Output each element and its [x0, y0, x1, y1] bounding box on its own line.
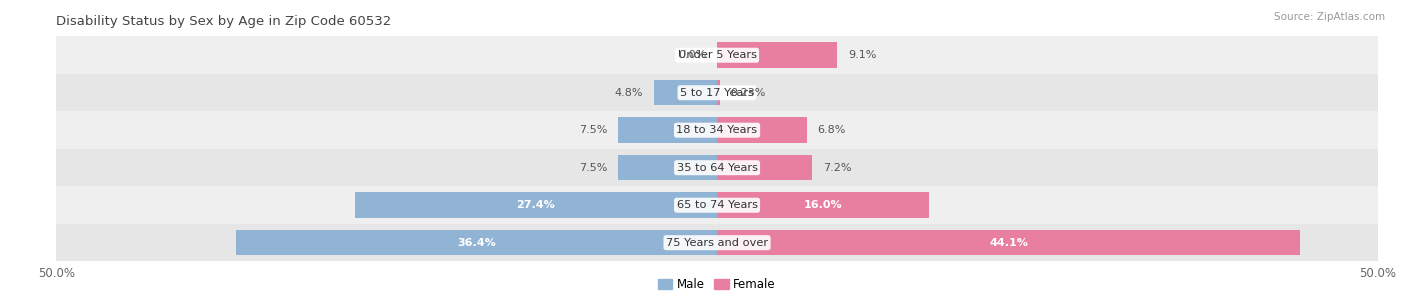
Legend: Male, Female: Male, Female	[654, 274, 780, 296]
Bar	[56, 74, 1378, 112]
Text: 18 to 34 Years: 18 to 34 Years	[676, 125, 758, 135]
Text: 44.1%: 44.1%	[988, 238, 1028, 248]
Text: 0.0%: 0.0%	[678, 50, 706, 60]
Bar	[654, 80, 717, 105]
Text: 65 to 74 Years: 65 to 74 Years	[676, 200, 758, 210]
Text: 7.5%: 7.5%	[579, 125, 607, 135]
Text: 35 to 64 Years: 35 to 64 Years	[676, 163, 758, 173]
Bar	[717, 43, 838, 68]
Bar	[56, 36, 1378, 74]
Bar	[354, 192, 717, 218]
Text: 6.8%: 6.8%	[817, 125, 846, 135]
Text: 0.23%: 0.23%	[731, 88, 766, 98]
Text: 5 to 17 Years: 5 to 17 Years	[681, 88, 754, 98]
Text: 27.4%: 27.4%	[516, 200, 555, 210]
Bar	[56, 149, 1378, 186]
Text: Source: ZipAtlas.com: Source: ZipAtlas.com	[1274, 12, 1385, 22]
Text: 9.1%: 9.1%	[848, 50, 876, 60]
Bar	[617, 155, 717, 181]
Bar	[236, 230, 717, 255]
Text: 7.2%: 7.2%	[823, 163, 851, 173]
Bar	[717, 117, 807, 143]
Bar	[56, 224, 1378, 261]
Bar	[56, 186, 1378, 224]
Bar	[717, 155, 813, 181]
Bar	[717, 192, 928, 218]
Text: 75 Years and over: 75 Years and over	[666, 238, 768, 248]
Bar	[717, 80, 720, 105]
Text: Under 5 Years: Under 5 Years	[678, 50, 756, 60]
Bar	[56, 112, 1378, 149]
Text: 36.4%: 36.4%	[457, 238, 496, 248]
Text: 7.5%: 7.5%	[579, 163, 607, 173]
Bar	[617, 117, 717, 143]
Bar	[717, 230, 1301, 255]
Text: Disability Status by Sex by Age in Zip Code 60532: Disability Status by Sex by Age in Zip C…	[56, 16, 391, 28]
Text: 4.8%: 4.8%	[614, 88, 643, 98]
Text: 16.0%: 16.0%	[803, 200, 842, 210]
